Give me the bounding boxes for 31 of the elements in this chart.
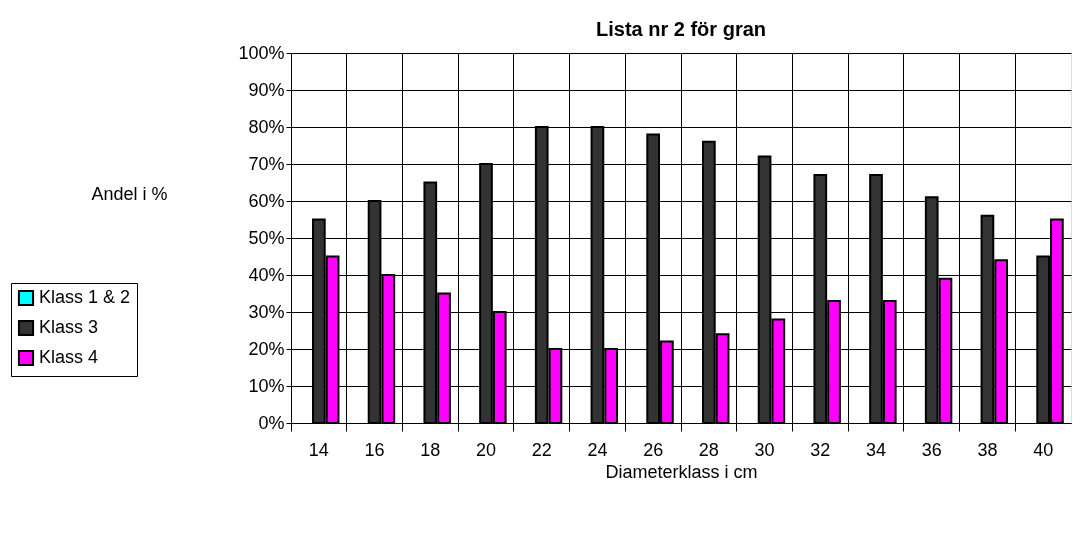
x-tick-label: 32 [810, 439, 831, 460]
x-axis-title: Diameterklass i cm [605, 461, 758, 482]
y-tick-label: 40% [248, 264, 285, 285]
x-tick-label: 28 [698, 439, 719, 460]
y-tick-label: 10% [248, 375, 285, 396]
y-tick-label: 50% [248, 227, 285, 248]
y-tick-label: 70% [248, 153, 285, 174]
y-tick-label: 90% [248, 79, 285, 100]
y-tick-label: 80% [248, 116, 285, 137]
legend-label: Klass 4 [39, 347, 99, 367]
x-tick-label: 40 [1033, 439, 1054, 460]
x-tick-label: 16 [364, 439, 385, 460]
x-tick-label: 24 [587, 439, 608, 460]
chart-title: Lista nr 2 för gran [595, 18, 767, 40]
x-tick-label: 20 [475, 439, 497, 460]
x-tick-label: 38 [977, 439, 998, 460]
y-tick-label: 0% [258, 412, 285, 433]
x-tick-label: 18 [420, 439, 441, 460]
y-tick-label: 30% [248, 301, 285, 322]
x-tick-label: 26 [643, 439, 664, 460]
x-tick-label: 36 [921, 439, 942, 460]
y-tick-label: 60% [248, 190, 285, 211]
legend-label: Klass 3 [39, 317, 99, 337]
x-tick-label: 14 [308, 439, 329, 460]
x-tick-label: 34 [865, 439, 887, 460]
legend-label: Klass 1 & 2 [39, 287, 131, 307]
x-tick-label: 22 [531, 439, 552, 460]
x-tick-label: 30 [754, 439, 775, 460]
y-tick-label: 100% [238, 42, 285, 63]
y-axis-title: Andel i % [91, 183, 168, 204]
y-tick-label: 20% [248, 338, 285, 359]
